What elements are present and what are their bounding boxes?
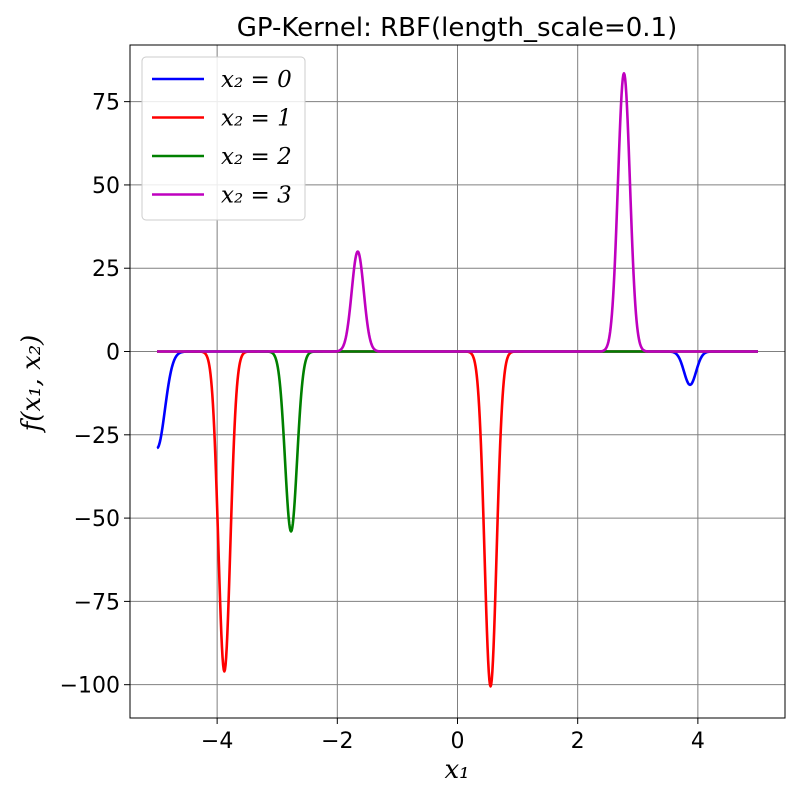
y-axis: 75 50 25 0 −25 −50 −75 −100 <box>60 91 130 699</box>
series-lines <box>156 72 759 688</box>
y-tick-label: −75 <box>74 590 120 615</box>
legend-label: x₂ = 3 <box>221 183 292 209</box>
x-tick-label: −4 <box>201 729 233 754</box>
y-tick-label: −100 <box>60 674 120 699</box>
y-tick-label: −50 <box>74 507 120 532</box>
x-axis: −4 −2 0 2 4 <box>201 718 705 754</box>
y-tick-label: 75 <box>92 91 120 116</box>
chart-title: GP-Kernel: RBF(length_scale=0.1) <box>237 13 678 43</box>
x-tick-label: 2 <box>571 729 585 754</box>
legend-box <box>141 56 306 221</box>
y-tick-label: 0 <box>106 341 120 366</box>
legend-label: x₂ = 0 <box>221 67 292 93</box>
x-tick-label: 4 <box>691 729 705 754</box>
legend-label: x₂ = 2 <box>221 144 292 170</box>
x-axis-label: x₁ <box>444 755 469 785</box>
legend-label: x₂ = 1 <box>221 106 292 132</box>
y-tick-label: 25 <box>92 257 120 282</box>
legend: x₂ = 0 x₂ = 1 x₂ = 2 x₂ = 3 <box>141 56 306 221</box>
y-tick-label: 50 <box>92 174 120 199</box>
x-tick-label: −2 <box>321 729 353 754</box>
y-axis-label: f(x₁, x₂) <box>17 335 47 434</box>
series-line-3 <box>156 72 759 353</box>
y-tick-label: −25 <box>74 424 120 449</box>
x-tick-label: 0 <box>451 729 465 754</box>
